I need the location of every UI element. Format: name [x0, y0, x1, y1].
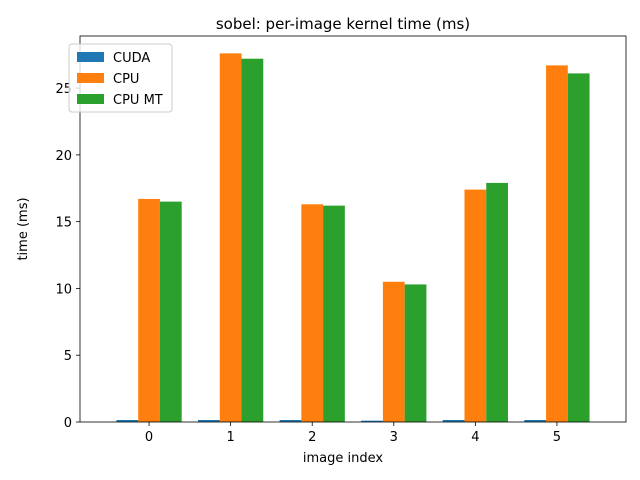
- bar-cuda-2: [279, 419, 302, 422]
- bar-cpu-4: [464, 189, 487, 422]
- bar-cpu-5: [546, 65, 568, 422]
- legend-label: CPU: [113, 72, 139, 87]
- bars-group: [116, 53, 590, 423]
- y-tick-label: 0: [64, 416, 72, 431]
- legend: CUDA CPU CPU MT: [68, 43, 173, 113]
- legend-swatch: [77, 73, 104, 83]
- bar-cpu-mt-5: [567, 73, 590, 423]
- bar-cpu-2: [301, 204, 324, 422]
- x-tick-label: 0: [145, 430, 153, 445]
- y-tick-label: 5: [64, 349, 72, 364]
- x-axis-label: image index: [303, 451, 383, 466]
- x-axis-ticks: 0 1 2 3 4 5: [145, 422, 561, 445]
- bar-cpu-mt-2: [323, 205, 345, 422]
- legend-swatch: [77, 94, 104, 104]
- bar-cuda-1: [198, 419, 220, 422]
- bar-cuda-4: [442, 419, 465, 422]
- bar-cpu-1: [219, 53, 242, 423]
- y-tick-label: 25: [55, 82, 72, 97]
- bar-cpu-0: [138, 198, 160, 422]
- bar-cuda-0: [116, 419, 139, 422]
- chart-title: sobel: per-image kernel time (ms): [216, 15, 470, 33]
- x-tick-label: 5: [553, 430, 561, 445]
- x-tick-label: 1: [226, 430, 234, 445]
- legend-swatch: [77, 52, 104, 62]
- y-tick-label: 20: [55, 149, 72, 164]
- plot-frame: [79, 35, 627, 423]
- bar-cuda-3: [361, 420, 383, 422]
- x-tick-label: 3: [390, 430, 398, 445]
- y-axis-label: time (ms): [16, 197, 31, 260]
- x-tick-label: 2: [308, 430, 316, 445]
- x-tick-label: 4: [471, 430, 479, 445]
- bar-cpu-mt-4: [486, 182, 508, 422]
- legend-label: CUDA: [113, 51, 150, 66]
- bar-cpu-3: [382, 281, 405, 422]
- y-tick-label: 10: [55, 282, 72, 297]
- y-tick-label: 15: [55, 216, 72, 231]
- bar-cpu-mt-0: [159, 201, 182, 422]
- bar-cuda-5: [524, 419, 547, 422]
- bar-cpu-mt-3: [404, 284, 427, 422]
- legend-label: CPU MT: [113, 93, 163, 108]
- y-axis-ticks: 0 5 10 15 20 25: [55, 82, 80, 431]
- bar-cpu-mt-1: [241, 58, 264, 423]
